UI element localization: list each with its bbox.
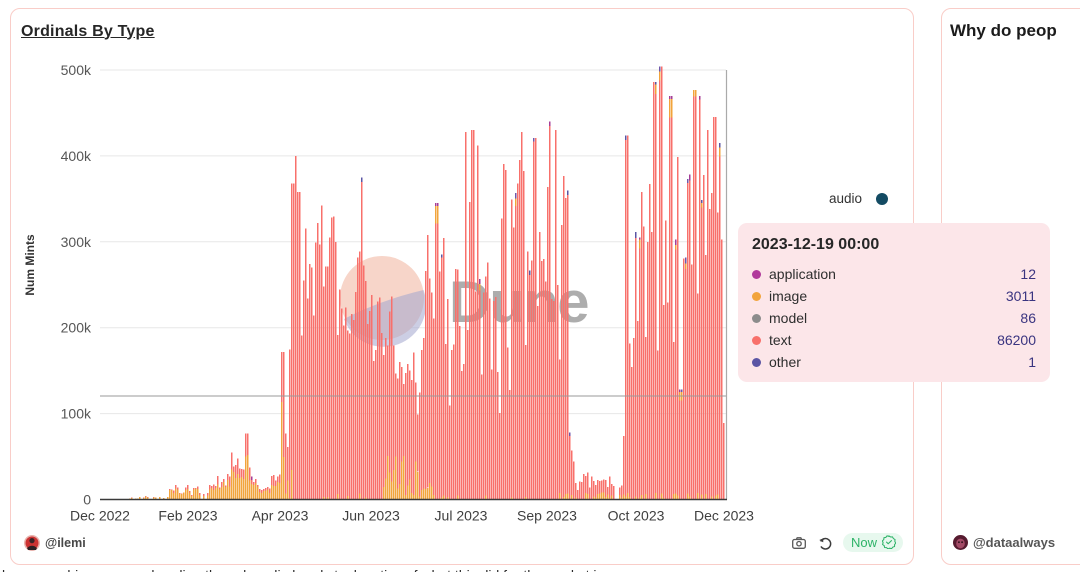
svg-text:0: 0 [83, 492, 91, 508]
svg-text:Jun 2023: Jun 2023 [342, 508, 400, 524]
svg-text:Oct 2023: Oct 2023 [608, 508, 665, 524]
svg-text:200k: 200k [61, 320, 92, 336]
svg-text:300k: 300k [61, 234, 92, 250]
svg-text:100k: 100k [61, 406, 92, 422]
svg-text:Num Mints: Num Mints [23, 234, 37, 296]
svg-text:400k: 400k [61, 148, 92, 164]
svg-text:Feb 2023: Feb 2023 [158, 508, 217, 524]
svg-text:Dec 2023: Dec 2023 [694, 508, 754, 524]
svg-text:Jul 2023: Jul 2023 [435, 508, 488, 524]
svg-text:500k: 500k [61, 62, 92, 78]
svg-text:Sep 2023: Sep 2023 [517, 508, 577, 524]
svg-text:Apr 2023: Apr 2023 [252, 508, 309, 524]
svg-text:Dec 2022: Dec 2022 [70, 508, 130, 524]
